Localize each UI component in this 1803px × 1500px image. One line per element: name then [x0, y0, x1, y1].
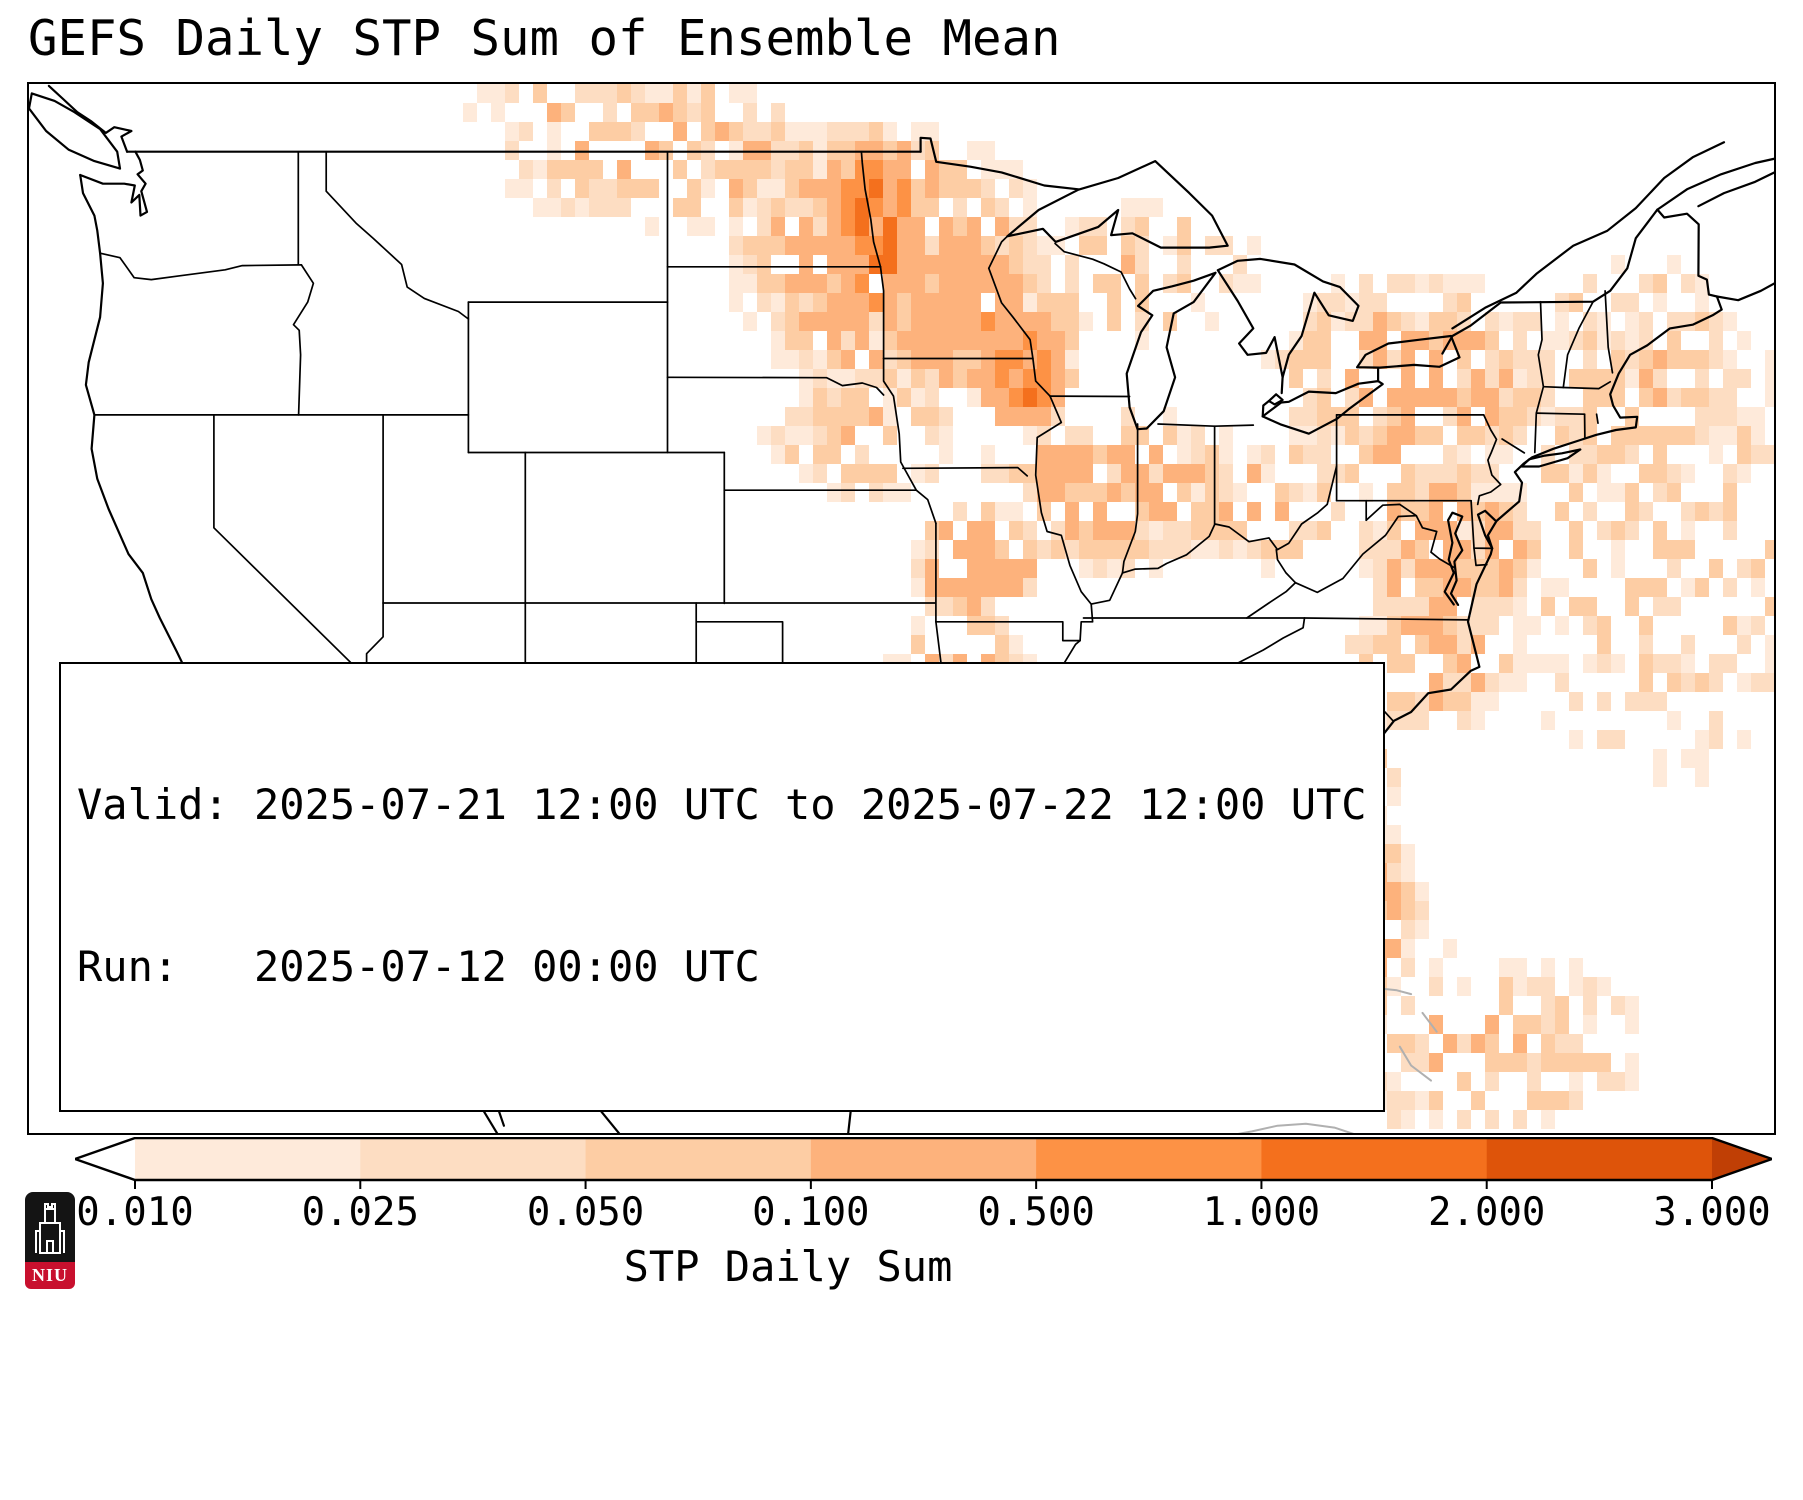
colorbar-tick-label: 0.025: [301, 1190, 419, 1235]
info-box: Valid: 2025-07-21 12:00 UTC to 2025-07-2…: [59, 662, 1385, 1112]
us-map: [29, 84, 1774, 1133]
map-canvas: Valid: 2025-07-21 12:00 UTC to 2025-07-2…: [27, 82, 1776, 1135]
colorbar-tick-label: 3.000: [1653, 1190, 1771, 1235]
colorbar-tick-label: 0.050: [526, 1190, 645, 1235]
colorbar-tick-label: 2.000: [1428, 1190, 1546, 1235]
colorbar-tick-label: 0.010: [76, 1190, 194, 1235]
valid-time-label: Valid: 2025-07-21 12:00 UTC to 2025-07-2…: [77, 780, 1367, 829]
colorbar-gradient: [75, 1137, 1772, 1189]
colorbar-title: STP Daily Sum: [623, 1242, 953, 1291]
colorbar-tick-label: 1.000: [1202, 1190, 1321, 1235]
castle-icon: [25, 1192, 75, 1262]
niu-logo-text: NIU: [25, 1262, 75, 1289]
colorbar-tick-label: 0.100: [752, 1190, 870, 1235]
run-time-label: Run: 2025-07-12 00:00 UTC: [77, 942, 760, 991]
colorbar-tick-labels: 0.010 0.025 0.050 0.100 0.500 1.000 2.000 3.000: [0, 1190, 1803, 1240]
page-title: GEFS Daily STP Sum of Ensemble Mean: [28, 10, 1061, 67]
colorbar-tick-label: 0.500: [977, 1190, 1095, 1235]
niu-logo: NIU: [25, 1192, 75, 1289]
